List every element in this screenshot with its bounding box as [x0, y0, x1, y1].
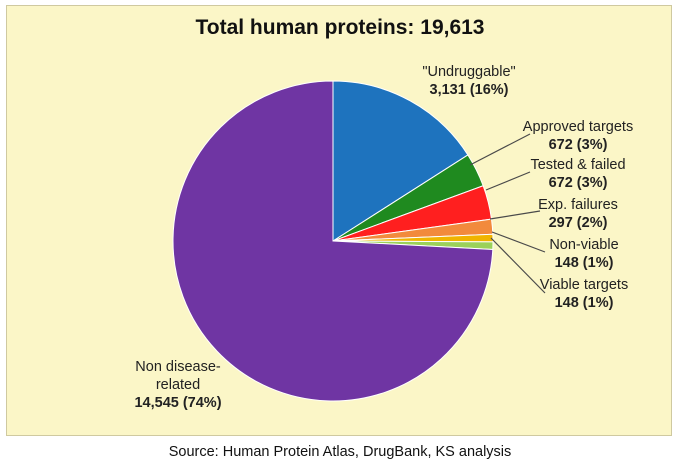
- slice-label-7-line-2: related: [156, 377, 200, 393]
- slice-value-label-4: 297 (2%): [549, 215, 608, 231]
- slice-label-7-line-1: Non disease-: [135, 359, 221, 375]
- leader-line-5: [491, 231, 546, 253]
- slice-value-label-6: 148 (1%): [555, 295, 614, 311]
- slice-label-1: "Undruggable": [422, 64, 515, 80]
- leader-line-2: [469, 133, 531, 166]
- slice-value-label-2: 672 (3%): [549, 137, 608, 153]
- slice-label-5: Non-viable: [549, 237, 618, 253]
- pie-slices: [172, 80, 494, 402]
- slice-value-label-3: 672 (3%): [549, 175, 608, 191]
- slice-value-label-7: 14,545 (74%): [134, 395, 221, 411]
- leader-line-3: [485, 171, 531, 191]
- pie-slice-1: [332, 80, 469, 242]
- slice-value-label-5: 148 (1%): [555, 255, 614, 271]
- slice-label-2: Approved targets: [523, 119, 633, 135]
- leader-line-6: [490, 237, 546, 294]
- chart-title: Total human proteins: 19,613: [195, 16, 485, 39]
- slice-label-4: Exp. failures: [538, 197, 618, 213]
- source-note: Source: Human Protein Atlas, DrugBank, K…: [168, 444, 512, 460]
- pie-slice-7: [172, 80, 494, 402]
- slice-label-6: Viable targets: [540, 277, 628, 293]
- slice-labels: "Undruggable" 3,131 (16%) Approved targets…: [134, 64, 633, 411]
- leader-line-4: [489, 210, 541, 220]
- leader-lines: [469, 133, 546, 294]
- slice-label-3: Tested & failed: [530, 157, 625, 173]
- slice-value-label-1: 3,131 (16%): [430, 82, 509, 98]
